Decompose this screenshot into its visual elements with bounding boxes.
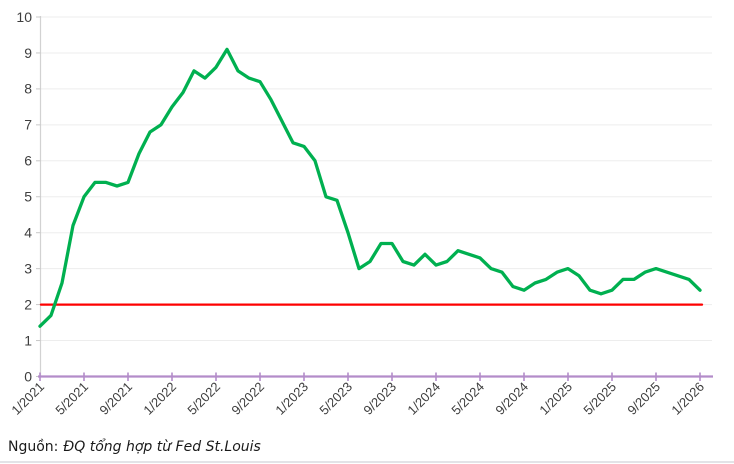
x-axis-label: 9/2025 [624,379,663,418]
y-axis-label: 9 [24,45,32,61]
x-axis-label: 1/2025 [536,379,575,418]
x-axis-label: 5/2024 [448,379,487,418]
x-axis-label: 5/2021 [52,379,91,418]
x-axis-label: 5/2023 [316,379,355,418]
y-axis-label: 1 [24,332,32,348]
y-axis-label: 8 [24,81,32,97]
source-label: Nguồn: [8,439,59,455]
y-axis-label: 4 [24,225,32,241]
x-axis-label: 1/2024 [404,379,443,418]
source-text: ĐQ tổng hợp từ Fed St.Louis [63,439,261,455]
x-axis-label: 1/2023 [272,379,311,418]
x-axis-label: 5/2025 [580,379,619,418]
cpi-series-line [38,47,702,328]
y-axis-label: 10 [16,9,32,25]
y-axis-label: 7 [24,117,32,133]
y-axis-label: 2 [24,296,32,312]
y-axis-label: 6 [24,153,32,169]
x-axis-label: 1/2021 [8,379,47,418]
x-axis-label: 1/2022 [140,379,179,418]
window-bottom-border [0,461,734,463]
y-axis-label: 0 [24,368,32,384]
x-axis-label: 9/2024 [492,379,531,418]
x-axis-label: 9/2023 [360,379,399,418]
x-axis-label: 1/2026 [668,379,707,418]
x-axis-label: 9/2021 [96,379,135,418]
y-axis-label: 5 [24,189,32,205]
x-axis-label: 9/2022 [228,379,267,418]
x-axis-label: 5/2022 [184,379,223,418]
source-note: Nguồn: ĐQ tổng hợp từ Fed St.Louis [8,439,261,455]
y-axis-label: 3 [24,260,32,276]
